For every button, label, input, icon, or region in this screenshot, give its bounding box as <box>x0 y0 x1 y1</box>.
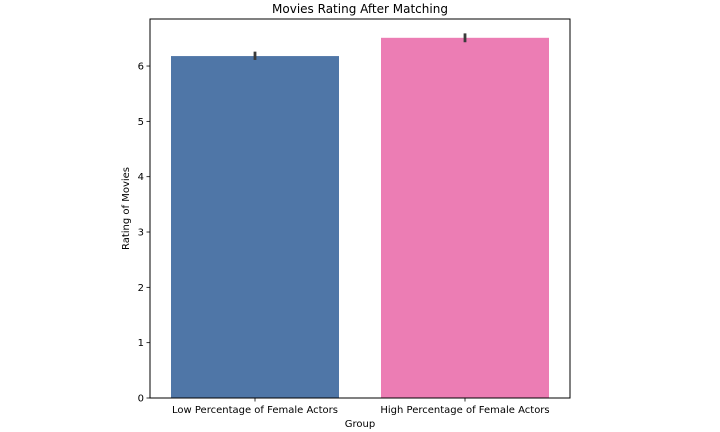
y-tick-label: 0 <box>138 394 144 405</box>
x-axis-label: Group <box>345 419 375 430</box>
x-tick-label: High Percentage of Female Actors <box>380 405 549 416</box>
chart-title: Movies Rating After Matching <box>272 2 448 16</box>
y-tick-label: 4 <box>138 172 144 183</box>
bar-low-percentage <box>171 56 339 398</box>
plot-frame <box>149 18 571 399</box>
y-tick-label: 5 <box>138 117 144 128</box>
y-tick-label: 6 <box>138 62 144 73</box>
bar-high-percentage <box>381 37 549 399</box>
y-tick-label: 1 <box>138 338 144 349</box>
x-tick-label: Low Percentage of Female Actors <box>172 405 338 416</box>
bars-layer <box>171 37 549 399</box>
error-bars-layer <box>253 33 467 60</box>
y-tick-label: 2 <box>138 283 144 294</box>
y-axis-label: Rating of Movies <box>121 167 132 250</box>
y-axis: 0 1 2 3 4 5 6 <box>138 62 150 405</box>
x-axis: Low Percentage of Female Actors High Perc… <box>172 398 550 416</box>
y-tick-label: 3 <box>138 228 144 239</box>
